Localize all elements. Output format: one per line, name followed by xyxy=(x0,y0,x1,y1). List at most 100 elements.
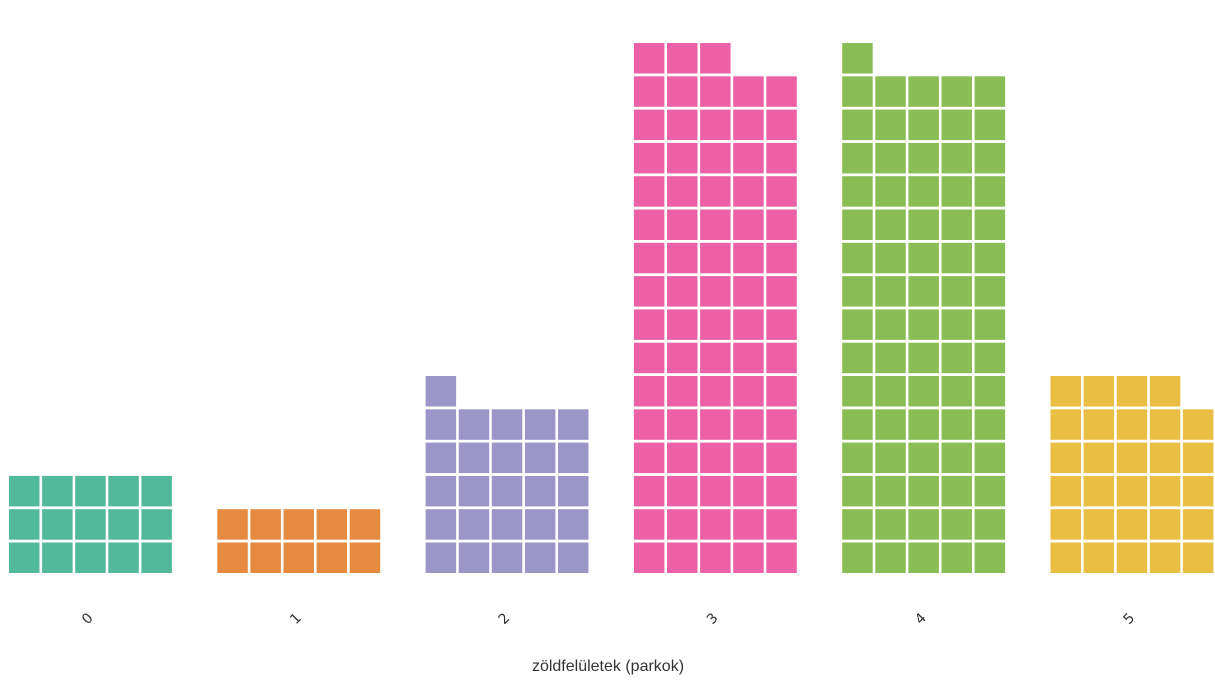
waffle-cell-4 xyxy=(974,142,1006,174)
waffle-cell-5 xyxy=(1116,509,1148,540)
waffle-cell-3 xyxy=(700,409,731,440)
waffle-cell-4 xyxy=(941,242,972,274)
waffle-cell-3 xyxy=(766,242,797,274)
waffle-cell-4 xyxy=(842,43,873,74)
waffle-cell-3 xyxy=(733,109,764,141)
waffle-cell-2 xyxy=(491,509,523,540)
waffle-cell-3 xyxy=(633,109,665,141)
waffle-cell-4 xyxy=(842,176,873,207)
waffle-cell-2 xyxy=(524,509,556,540)
waffle-cell-4 xyxy=(842,142,873,174)
waffle-cell-3 xyxy=(633,209,665,240)
x-tick-label-1: 1 xyxy=(287,610,305,628)
waffle-cell-3 xyxy=(733,376,764,407)
waffle-cell-3 xyxy=(667,242,698,274)
waffle-cell-5 xyxy=(1182,442,1214,474)
waffle-cell-3 xyxy=(733,142,764,174)
x-tick-label-5: 5 xyxy=(1120,610,1138,628)
x-tick-label-2: 2 xyxy=(496,610,514,628)
waffle-cell-4 xyxy=(908,276,939,307)
waffle-cell-2 xyxy=(425,542,457,573)
waffle-cell-3 xyxy=(766,142,797,174)
waffle-cell-4 xyxy=(908,409,939,440)
waffle-cell-0 xyxy=(9,509,40,540)
waffle-cell-2 xyxy=(558,409,589,440)
waffle-cell-1 xyxy=(250,509,281,540)
waffle-cell-4 xyxy=(941,309,972,340)
waffle-cell-4 xyxy=(908,442,939,474)
waffle-cell-4 xyxy=(974,442,1006,474)
waffle-cell-4 xyxy=(941,409,972,440)
waffle-cell-4 xyxy=(908,76,939,107)
waffle-cell-0 xyxy=(75,509,106,540)
waffle-cell-0 xyxy=(75,475,106,507)
waffle-cell-4 xyxy=(908,176,939,207)
waffle-cell-4 xyxy=(941,109,972,141)
waffle-cell-5 xyxy=(1116,409,1148,440)
waffle-cell-3 xyxy=(667,309,698,340)
waffle-cell-5 xyxy=(1182,409,1214,440)
waffle-cell-3 xyxy=(700,142,731,174)
waffle-cell-2 xyxy=(558,542,589,573)
waffle-cell-4 xyxy=(974,242,1006,274)
waffle-cell-3 xyxy=(700,342,731,374)
waffle-cell-3 xyxy=(733,475,764,507)
waffle-cell-4 xyxy=(974,342,1006,374)
waffle-cell-4 xyxy=(908,342,939,374)
waffle-cell-3 xyxy=(766,475,797,507)
waffle-cell-2 xyxy=(458,409,490,440)
waffle-cell-4 xyxy=(908,309,939,340)
waffle-cell-4 xyxy=(842,376,873,407)
waffle-cell-1 xyxy=(316,509,348,540)
waffle-cell-4 xyxy=(908,242,939,274)
waffle-cell-3 xyxy=(667,276,698,307)
waffle-cell-3 xyxy=(766,542,797,573)
waffle-cell-2 xyxy=(558,509,589,540)
waffle-cell-3 xyxy=(700,542,731,573)
waffle-cell-2 xyxy=(491,475,523,507)
waffle-cell-4 xyxy=(974,109,1006,141)
waffle-cell-4 xyxy=(941,276,972,307)
waffle-cell-3 xyxy=(633,176,665,207)
waffle-cell-3 xyxy=(700,376,731,407)
waffle-cell-0 xyxy=(9,475,40,507)
waffle-cell-3 xyxy=(633,442,665,474)
waffle-cell-5 xyxy=(1083,376,1115,407)
waffle-cell-4 xyxy=(875,376,906,407)
waffle-cell-3 xyxy=(733,409,764,440)
waffle-cell-3 xyxy=(700,475,731,507)
waffle-cell-0 xyxy=(141,509,172,540)
waffle-cell-0 xyxy=(75,542,106,573)
waffle-cell-4 xyxy=(974,76,1006,107)
waffle-cell-0 xyxy=(42,475,73,507)
waffle-cell-3 xyxy=(700,76,731,107)
waffle-cell-2 xyxy=(558,475,589,507)
waffle-cell-3 xyxy=(766,442,797,474)
waffle-cell-2 xyxy=(491,542,523,573)
waffle-cell-4 xyxy=(842,276,873,307)
waffle-cell-4 xyxy=(908,209,939,240)
waffle-cell-4 xyxy=(908,109,939,141)
waffle-cell-5 xyxy=(1149,442,1181,474)
waffle-cell-4 xyxy=(842,209,873,240)
waffle-cell-4 xyxy=(842,242,873,274)
waffle-cell-5 xyxy=(1182,475,1214,507)
waffle-cell-4 xyxy=(875,342,906,374)
waffle-cell-4 xyxy=(842,76,873,107)
waffle-cell-4 xyxy=(908,509,939,540)
waffle-cell-3 xyxy=(700,109,731,141)
waffle-cell-3 xyxy=(633,342,665,374)
waffle-cell-2 xyxy=(524,475,556,507)
waffle-cell-2 xyxy=(425,475,457,507)
waffle-cell-3 xyxy=(667,43,698,74)
waffle-cell-1 xyxy=(217,509,248,540)
waffle-cell-4 xyxy=(941,475,972,507)
waffle-cell-4 xyxy=(941,376,972,407)
waffle-cell-4 xyxy=(842,109,873,141)
waffle-cell-1 xyxy=(250,542,281,573)
waffle-cell-4 xyxy=(974,409,1006,440)
waffle-cell-0 xyxy=(141,542,172,573)
waffle-cell-5 xyxy=(1182,509,1214,540)
waffle-cell-4 xyxy=(842,442,873,474)
